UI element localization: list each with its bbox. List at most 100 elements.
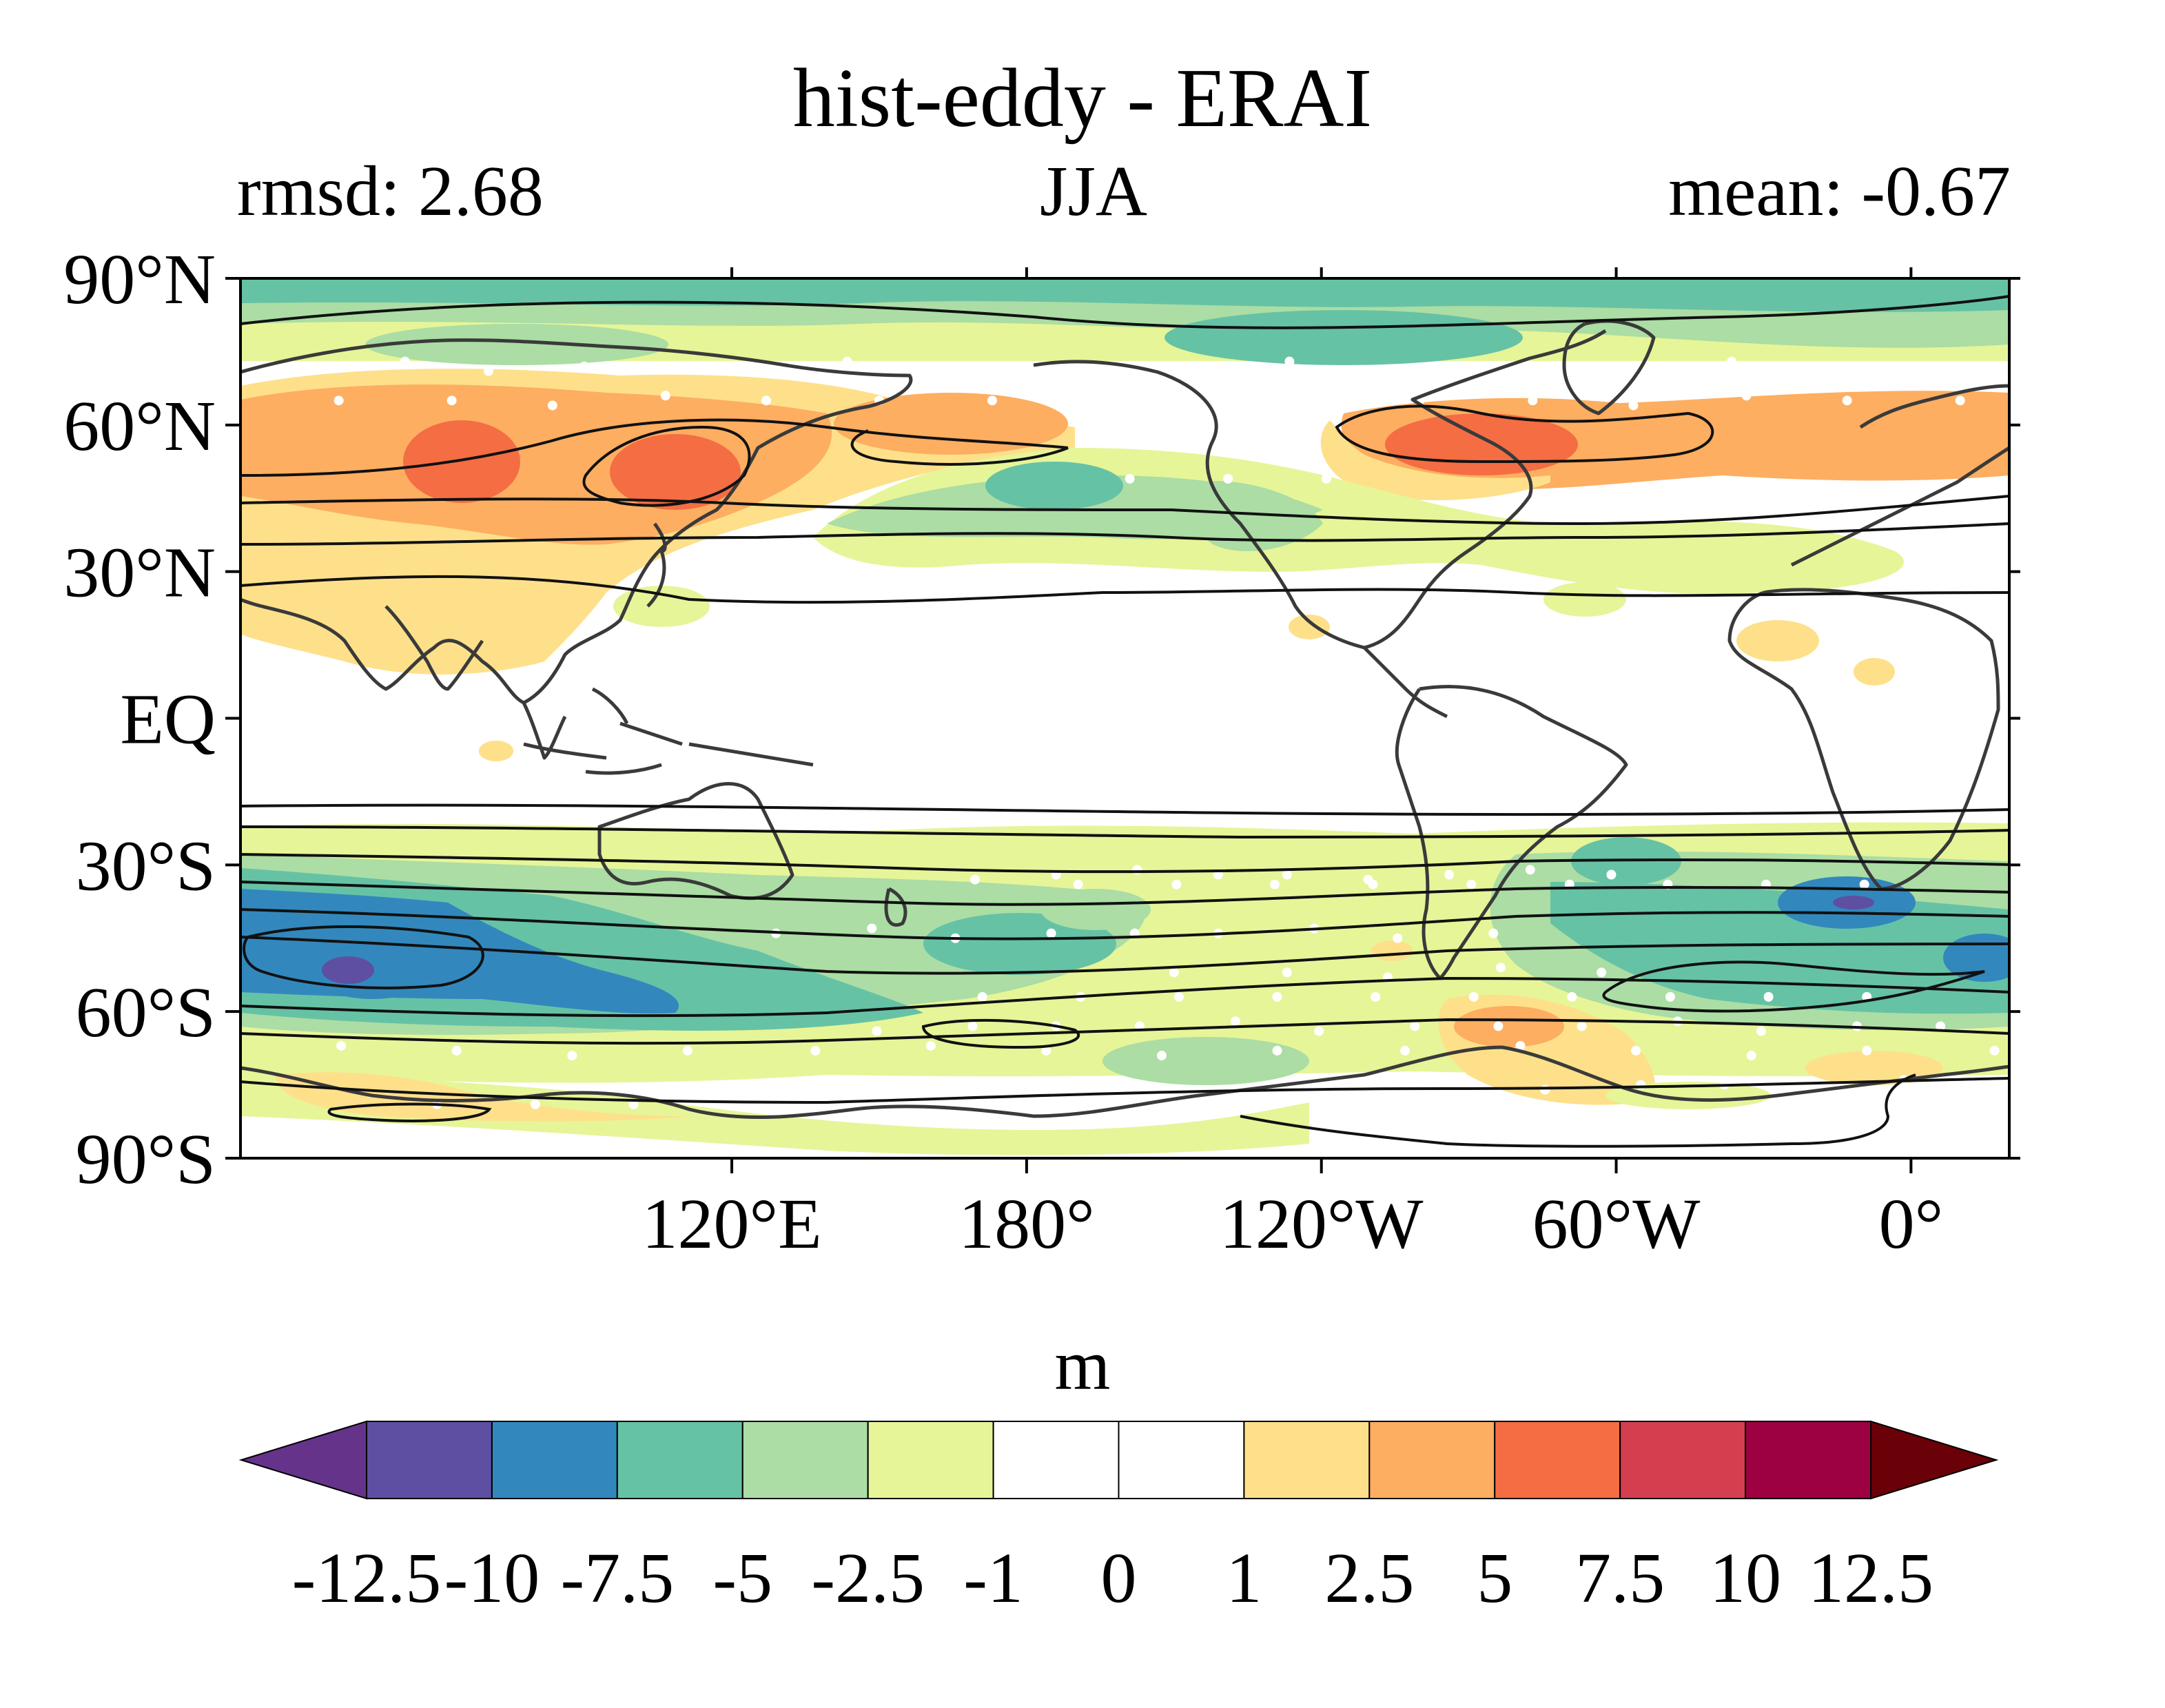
contour-sh-closed-2	[921, 1018, 1080, 1049]
stipple-dot	[842, 356, 852, 367]
lat-label: EQ	[120, 680, 216, 759]
contour-nh-5	[240, 575, 2009, 604]
lat-label: 90°N	[63, 240, 216, 319]
stipple-dot	[530, 1099, 540, 1109]
latitude-labels: 90°N 60°N 30°N EQ 30°S 60°S 90°S	[63, 240, 216, 1199]
stipple-dot	[967, 1021, 978, 1031]
coast-new-zealand	[884, 887, 907, 927]
stipple-dot	[1218, 1099, 1229, 1109]
stipple-dot	[1132, 865, 1142, 875]
stipple-dot	[1577, 1021, 1587, 1031]
stipple-dot	[925, 366, 936, 376]
stipple-dot	[1464, 361, 1474, 371]
colorbar-bin	[616, 1421, 743, 1499]
longitude-labels: 120°E 180° 120°W 60°W 0°	[642, 1184, 1943, 1264]
stipple-dot	[761, 395, 771, 406]
contour-sh-8	[240, 1018, 2009, 1045]
coast-eurasia	[240, 338, 913, 705]
contour-nh-closed-asia	[582, 425, 751, 507]
stipple-dot	[1302, 395, 1312, 406]
lon-label: 60°W	[1532, 1184, 1701, 1264]
contour-sh-4	[240, 881, 2009, 906]
contour-sh-closed-1	[243, 925, 484, 989]
coast-greenland	[1562, 319, 1656, 415]
colorbar-level-label: 1	[1226, 1539, 1262, 1618]
stipple-dot	[447, 395, 457, 406]
contour-sh-closed-3	[327, 1102, 492, 1122]
stipple-dot	[1862, 1045, 1872, 1056]
stipple-dot	[1272, 991, 1282, 1002]
stipple-dot	[1041, 1045, 1051, 1056]
colorbar-bin	[867, 1421, 994, 1499]
stipple-dot	[1989, 1045, 2000, 1056]
stipple-dot	[1173, 991, 1184, 1002]
stipple-dot	[1488, 928, 1499, 938]
colorbar-level-label: 2.5	[1324, 1539, 1414, 1618]
stipple-dot	[1399, 1045, 1410, 1056]
stipple-dot	[1727, 356, 1737, 367]
anomaly-fill-nh-midlat	[240, 369, 2009, 761]
stipple-dot	[1741, 391, 1752, 401]
contour-sh-3	[240, 853, 2009, 874]
rmsd-label: rmsd: 2.68	[237, 152, 544, 231]
stipple-dot	[970, 874, 981, 885]
colorbar-bin	[491, 1421, 618, 1499]
stipple-dot	[1756, 1026, 1766, 1036]
stipple-dot	[1189, 361, 1199, 371]
coast-australia	[597, 782, 794, 901]
stipple-dot	[400, 356, 410, 367]
contour-sh-atl-closed	[1602, 960, 1985, 1013]
stipple-dot	[1021, 361, 1032, 371]
stipple-dot	[682, 1045, 692, 1056]
stipple-dot	[660, 391, 670, 401]
stipple-dot	[1171, 879, 1182, 889]
colorbar-bin	[1619, 1421, 1747, 1499]
map-panel	[240, 278, 2009, 1158]
contour-sh-6	[240, 936, 2009, 975]
stipple-dot	[567, 1051, 577, 1061]
lon-label: 0°	[1879, 1184, 1944, 1264]
stipple-dot	[1763, 991, 1774, 1002]
colorbar-level-label: 7.5	[1575, 1539, 1665, 1618]
colorbar-units: m	[1054, 1326, 1111, 1405]
colorbar-labels: -12.5 -10 -7.5 -5 -2.5 -1 0 1 2.5 5 7.5 10 12.5	[292, 1539, 1933, 1618]
stipple-dot	[579, 361, 590, 371]
colorbar-bin	[1118, 1421, 1245, 1499]
climatology-contours	[240, 295, 2009, 1148]
colorbar-level-label: -1	[963, 1539, 1023, 1618]
contour-nh-1	[240, 295, 2009, 329]
coast-antarctica	[240, 1045, 2009, 1120]
colorbar-level-label: -5	[712, 1539, 772, 1618]
coast-south-america	[1395, 684, 1628, 980]
lon-label: 120°E	[642, 1184, 821, 1264]
stipple-dot	[977, 991, 987, 1002]
axis-ticks	[225, 267, 2020, 1173]
stipple-dot	[867, 923, 877, 934]
stipple-dot	[872, 1026, 882, 1036]
stipple-dot	[1410, 1021, 1420, 1031]
contour-antarctic	[1240, 1073, 1916, 1148]
contour-nh-4	[240, 522, 2009, 546]
season-label: JJA	[0, 156, 2165, 227]
stipple-dot	[1368, 366, 1378, 376]
contour-sh-7	[240, 976, 2009, 1018]
contour-sh-5	[240, 908, 2009, 940]
coast-africa	[1727, 588, 2000, 891]
coastlines	[240, 319, 2009, 1120]
stipple-dot	[1456, 1075, 1466, 1085]
stipple-dot	[1368, 879, 1378, 889]
contour-sh-9	[240, 1077, 2009, 1104]
stipple-dot	[1493, 1021, 1504, 1031]
lon-label: 120°W	[1220, 1184, 1424, 1264]
stipple-dot	[1021, 1099, 1032, 1109]
stipple-dot	[1223, 473, 1233, 484]
stipple-dot	[1746, 1051, 1756, 1061]
stipple-dot	[925, 1040, 936, 1051]
stipple-dot	[746, 361, 757, 371]
stipple-dot	[1859, 879, 1869, 889]
stipple-dot	[1495, 963, 1506, 973]
anomaly-fill-arctic	[240, 278, 2009, 365]
anomaly-fill-npac	[613, 448, 1905, 627]
stipple-dot	[1314, 1026, 1324, 1036]
